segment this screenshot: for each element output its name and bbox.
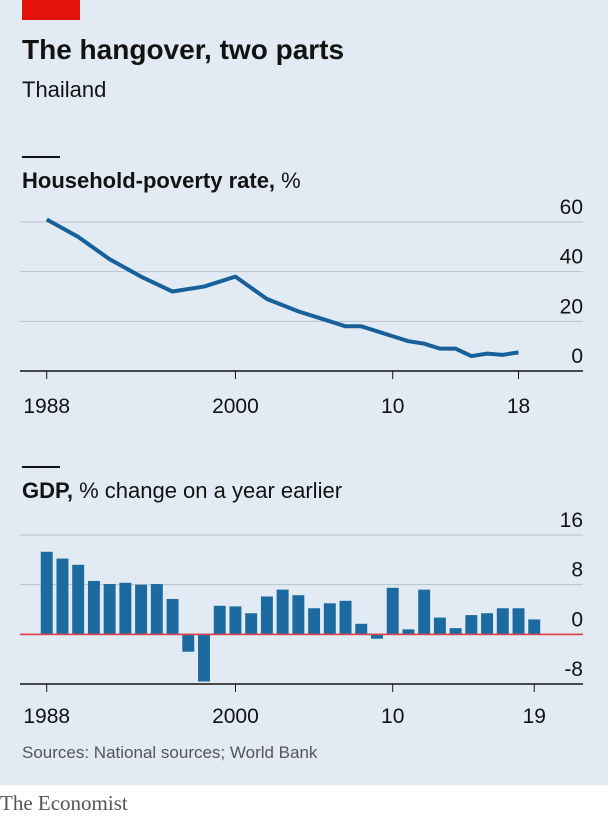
x-tick-label: 10 [381, 705, 404, 728]
bar [119, 582, 132, 635]
bar [72, 564, 85, 635]
panel-title-unit: % [281, 168, 301, 193]
bar [481, 613, 494, 635]
bar [198, 634, 210, 682]
y-tick-label: 16 [560, 509, 583, 532]
line [45, 217, 519, 359]
x-tick-label: 2000 [212, 705, 259, 728]
bar [229, 606, 242, 635]
x-tick-label: 1988 [23, 705, 70, 728]
y-tick-label: 20 [560, 295, 583, 318]
bar [433, 617, 446, 635]
panel-title: GDP, % change on a year earlier [22, 478, 342, 503]
bar [260, 596, 273, 635]
y-tick-label: 8 [571, 559, 583, 582]
bar [512, 608, 525, 635]
panel-title: Household-poverty rate, % [22, 168, 301, 193]
bar [528, 619, 541, 635]
panel-title-main: GDP, [22, 478, 73, 503]
bar [56, 558, 69, 635]
title: The hangover, two parts [22, 34, 344, 65]
bar [496, 608, 509, 635]
bar [402, 629, 415, 635]
bar [418, 589, 431, 635]
y-tick-label: 40 [560, 246, 583, 269]
bar [87, 580, 100, 635]
bar [40, 551, 53, 635]
y-tick-label: 0 [571, 608, 583, 631]
x-tick-label: 10 [381, 395, 404, 418]
bar [150, 584, 163, 635]
bar [355, 623, 368, 635]
source: Sources: National sources; World Bank [22, 743, 318, 762]
red-tag [22, 0, 80, 20]
panel-title-main: Household-poverty rate, [22, 168, 275, 193]
bar [276, 589, 289, 635]
y-tick-label: -8 [564, 658, 583, 681]
bar [135, 584, 148, 635]
x-tick-label: 18 [507, 395, 530, 418]
bar [292, 595, 305, 635]
subtitle: Thailand [22, 77, 106, 102]
bar [339, 600, 352, 635]
bar [166, 598, 179, 635]
bar [323, 603, 336, 635]
panel-title-unit: % change on a year earlier [79, 478, 342, 503]
bar [103, 584, 116, 635]
bar [213, 605, 226, 635]
x-tick-label: 19 [523, 705, 546, 728]
y-tick-label: 60 [560, 196, 583, 219]
x-tick-label: 2000 [212, 395, 259, 418]
background [0, 0, 608, 785]
bar [308, 608, 321, 635]
bar [182, 634, 195, 652]
bar [371, 634, 383, 639]
bar [245, 613, 258, 635]
y-tick-label: 0 [571, 345, 583, 368]
x-tick-label: 1988 [23, 395, 70, 418]
bar [386, 587, 399, 635]
brand: The Economist [0, 791, 128, 815]
bar [449, 628, 462, 635]
bar [465, 615, 478, 635]
